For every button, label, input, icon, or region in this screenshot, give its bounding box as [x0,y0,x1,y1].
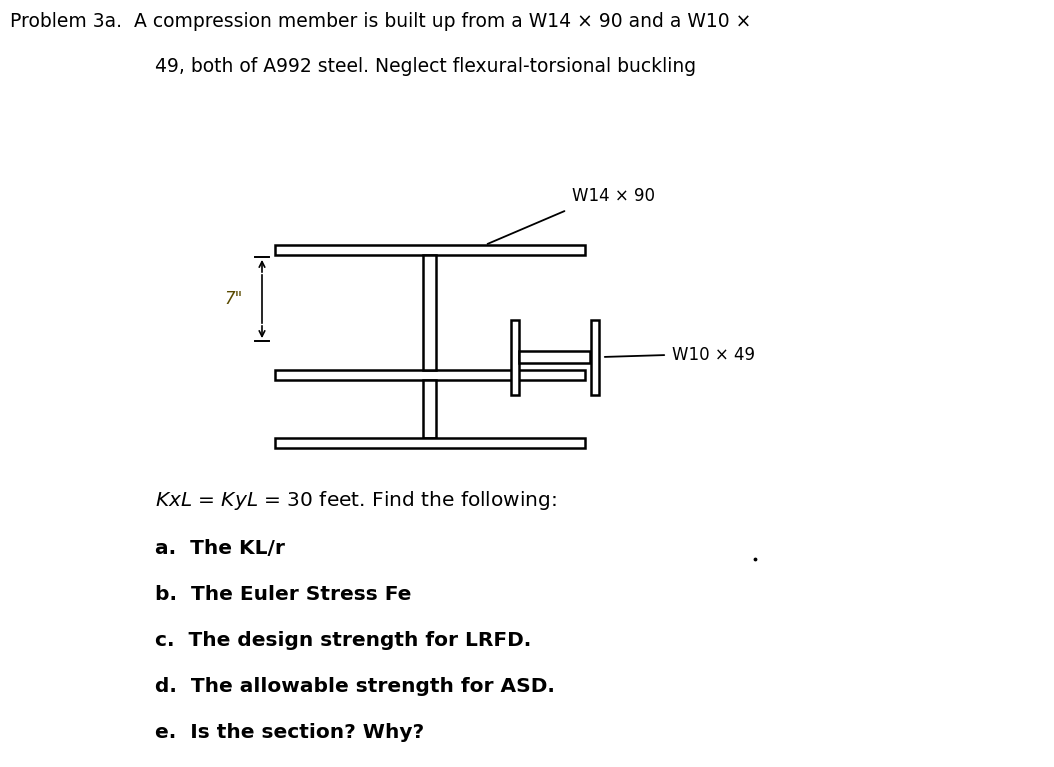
Bar [275,370,585,380]
Bar [590,320,599,394]
Text: d.  The allowable strength for ASD.: d. The allowable strength for ASD. [155,677,554,696]
Text: 7": 7" [225,290,243,308]
Text: a.  The KL/r: a. The KL/r [155,539,285,558]
Bar [275,245,585,255]
Bar [424,255,436,370]
Text: $\mathit{KxL}$ = $\mathit{KyL}$ = 30 feet. Find the following:: $\mathit{KxL}$ = $\mathit{KyL}$ = 30 fee… [155,489,557,512]
Text: c.  The design strength for LRFD.: c. The design strength for LRFD. [155,631,531,650]
Text: Problem 3a.  A compression member is built up from a W14 × 90 and a W10 ×: Problem 3a. A compression member is buil… [9,12,752,31]
Bar [511,320,520,394]
Bar [520,351,590,363]
Text: e.  Is the section? Why?: e. Is the section? Why? [155,723,424,742]
Text: 49, both of A992 steel. Neglect flexural-torsional buckling: 49, both of A992 steel. Neglect flexural… [155,57,696,76]
Text: W14 × 90: W14 × 90 [572,187,655,205]
Bar [275,437,585,447]
Text: W10 × 49: W10 × 49 [672,346,755,364]
Bar [424,380,436,437]
Text: b.  The Euler Stress Fe: b. The Euler Stress Fe [155,585,411,604]
